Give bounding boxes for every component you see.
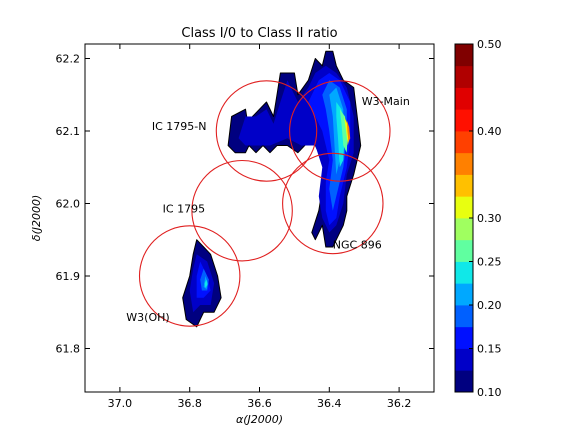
north-cloud-level <box>339 109 348 153</box>
y-tick-label: 62.1 <box>56 125 81 138</box>
colorbar-band <box>455 196 473 219</box>
region-circle <box>282 152 384 255</box>
colorbar-tick-label: 0.50 <box>477 38 502 51</box>
region-circle <box>289 80 391 182</box>
plot-background <box>85 44 434 392</box>
colorbar-tick-label: 0.30 <box>477 212 502 225</box>
colorbar-tick-label: 0.25 <box>477 256 502 269</box>
region-label: W3-Main <box>362 95 410 108</box>
colorbar-band <box>455 261 473 284</box>
colorbar-tick-label: 0.40 <box>477 125 502 138</box>
x-axis-label: α(J2000) <box>236 413 283 426</box>
colorbar-tick-label: 0.10 <box>477 386 502 399</box>
colorbar-band <box>455 109 473 132</box>
colorbar-band <box>455 326 473 349</box>
region-label: W3(OH) <box>126 311 169 324</box>
region-circle <box>191 159 293 262</box>
north-cloud-level <box>346 120 351 142</box>
region-label: IC 1795 <box>163 203 205 216</box>
colorbar-band <box>455 174 473 197</box>
colorbar-band <box>455 348 473 371</box>
chart-title: Class I/0 to Class II ratio <box>181 26 337 41</box>
colorbar-band <box>455 218 473 241</box>
region-circle <box>215 80 318 182</box>
colorbar-band <box>455 239 473 262</box>
region-circle <box>138 225 241 327</box>
x-tick-label: 36.2 <box>387 397 412 410</box>
contour-layer <box>182 50 362 328</box>
colorbar-band <box>455 65 473 88</box>
region-label: NGC 896 <box>333 239 382 252</box>
colorbar-band <box>455 305 473 328</box>
y-tick-label: 62.2 <box>56 53 81 66</box>
y-tick-label: 61.8 <box>56 343 81 356</box>
x-tick-label: 36.4 <box>317 397 342 410</box>
north-cloud-level <box>344 116 350 146</box>
y-axis: 61.8 61.9 62.0 62.1 62.2 <box>56 53 434 356</box>
region-label: IC 1795-N <box>152 120 207 133</box>
region-circles <box>138 80 391 327</box>
x-axis: 37.0 36.8 36.6 36.4 36.2 <box>108 44 412 410</box>
colorbar-band <box>455 87 473 110</box>
south-cloud-level <box>204 279 208 288</box>
colorbar-band <box>455 44 473 67</box>
y-tick-label: 62.0 <box>56 198 81 211</box>
x-tick-label: 37.0 <box>108 397 133 410</box>
colorbar-tick-label: 0.20 <box>477 299 502 312</box>
colorbar-band <box>455 131 473 154</box>
y-axis-label: δ(J2000) <box>30 195 43 242</box>
colorbar-tick-label: 0.15 <box>477 343 502 356</box>
region-labels: IC 1795-N W3-Main IC 1795 NGC 896 W3(OH) <box>126 95 410 324</box>
x-tick-label: 36.8 <box>177 397 202 410</box>
x-tick-label: 36.6 <box>247 397 272 410</box>
colorbar-band <box>455 370 473 393</box>
colorbar: 0.10 0.15 0.20 0.25 0.30 0.40 0.50 <box>454 38 502 399</box>
y-tick-label: 61.9 <box>56 270 81 283</box>
colorbar-band <box>455 152 473 175</box>
colorbar-band <box>455 283 473 306</box>
